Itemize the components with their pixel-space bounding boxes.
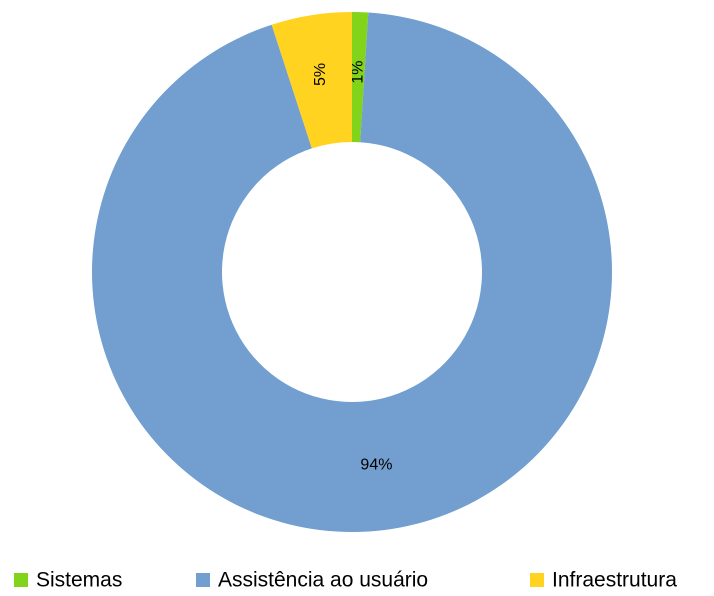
data-label: 1% (350, 61, 367, 84)
legend-swatch (14, 573, 28, 587)
legend-label: Assistência ao usuário (218, 569, 428, 592)
donut-slice (352, 12, 369, 143)
legend-label: Infraestrutura (552, 569, 677, 592)
data-label: 5% (312, 63, 329, 86)
donut-slice (271, 12, 352, 149)
data-label: 94% (360, 457, 392, 474)
legend-swatch (196, 573, 210, 587)
donut-slice (91, 12, 612, 532)
legend-label: Sistemas (36, 569, 122, 592)
legend-swatch (530, 573, 544, 587)
